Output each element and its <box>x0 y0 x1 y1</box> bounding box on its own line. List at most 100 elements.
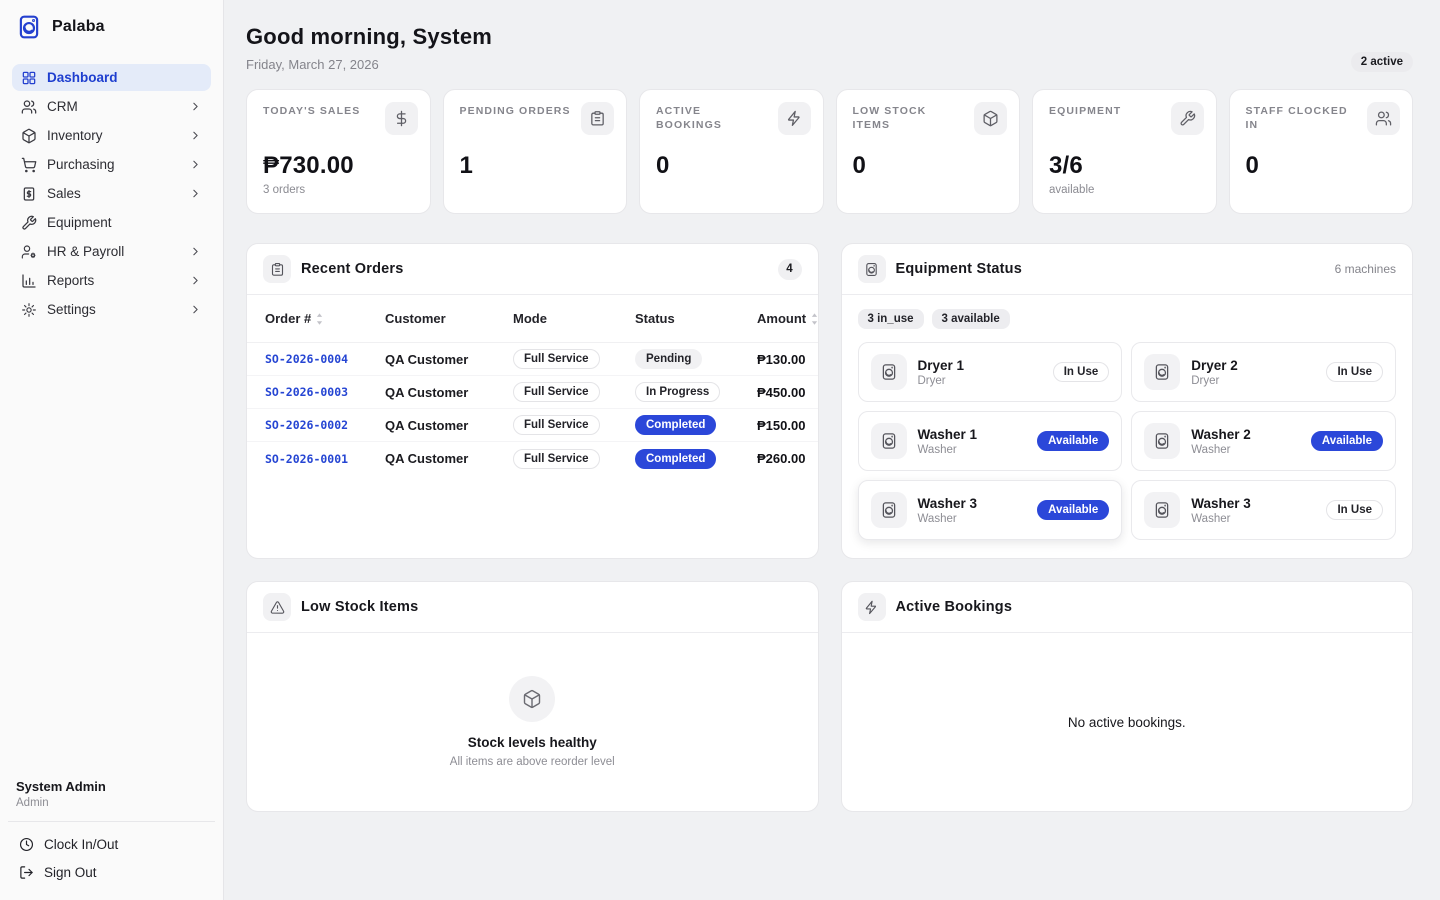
cart-icon <box>21 157 37 173</box>
stat-value: 0 <box>656 152 670 180</box>
chevron-right-icon <box>189 129 202 142</box>
nav-label: Reports <box>47 273 94 288</box>
orders-table-header: Order # Customer Mode Status Amount <box>247 295 818 343</box>
active-bookings-empty-state: No active bookings. <box>842 633 1413 811</box>
in-use-summary-badge: 3 in_use <box>858 309 924 329</box>
machine-status-badge: Available <box>1311 431 1383 451</box>
sidebar-item-equipment[interactable]: Equipment <box>12 209 211 236</box>
machine-status-badge: Available <box>1037 431 1109 451</box>
machine-type: Washer <box>918 513 978 525</box>
machine-type: Washer <box>1191 513 1251 525</box>
chevron-right-icon <box>189 245 202 258</box>
machine-grid: Dryer 1Dryer In Use Dryer 2Dryer In Use … <box>858 342 1397 540</box>
order-row[interactable]: SO-2026-0004 QA Customer Full Service Pe… <box>247 343 818 376</box>
order-amount: ₱260.00 <box>757 451 805 466</box>
main-content: Good morning, System Friday, March 27, 2… <box>224 0 1440 900</box>
receipt-icon <box>21 186 37 202</box>
app-logo: Palaba <box>12 14 211 40</box>
sign-out-button[interactable]: Sign Out <box>12 858 211 886</box>
sidebar-item-hr-payroll[interactable]: HR & Payroll <box>12 238 211 265</box>
user-role: Admin <box>12 797 211 809</box>
clock-in-out-button[interactable]: Clock In/Out <box>12 830 211 858</box>
machine-status-badge: In Use <box>1326 500 1383 520</box>
equipment-summary: 3 in_use 3 available <box>858 309 1397 329</box>
stat-card-equipment: Equipment 3/6 available <box>1032 89 1217 214</box>
washer-icon <box>871 423 907 459</box>
order-row[interactable]: SO-2026-0002 QA Customer Full Service Co… <box>247 409 818 442</box>
column-header-order[interactable]: Order # <box>265 311 385 326</box>
sort-icon <box>810 312 818 326</box>
sidebar-nav: Dashboard CRM Inventory Purchasing Sales <box>12 64 211 323</box>
order-mode-badge: Full Service <box>513 449 600 469</box>
column-header-status: Status <box>635 311 757 326</box>
sidebar-item-purchasing[interactable]: Purchasing <box>12 151 211 178</box>
order-amount: ₱130.00 <box>757 352 805 367</box>
recent-orders-header: Recent Orders 4 <box>247 244 818 295</box>
page-date: Friday, March 27, 2026 <box>246 57 1413 72</box>
recent-orders-panel: Recent Orders 4 Order # Customer Mode St… <box>246 243 819 559</box>
order-row[interactable]: SO-2026-0001 QA Customer Full Service Co… <box>247 442 818 475</box>
machine-name: Dryer 2 <box>1191 358 1238 373</box>
sidebar-item-settings[interactable]: Settings <box>12 296 211 323</box>
package-icon <box>509 676 555 722</box>
sign-out-icon <box>19 865 34 880</box>
stat-value: ₱730.00 <box>263 152 354 180</box>
sidebar-item-sales[interactable]: Sales <box>12 180 211 207</box>
panels-row-1: Recent Orders 4 Order # Customer Mode St… <box>246 243 1413 559</box>
dollar-icon <box>385 102 418 135</box>
column-header-mode: Mode <box>513 311 635 326</box>
nav-label: Equipment <box>47 215 112 230</box>
order-number-link[interactable]: SO-2026-0003 <box>265 385 348 399</box>
machines-count: 6 machines <box>1335 262 1396 276</box>
washer-icon <box>871 354 907 390</box>
machine-card: Washer 1Washer Available <box>858 411 1123 471</box>
sidebar: Palaba Dashboard CRM Inventory Purchasin… <box>0 0 224 900</box>
nav-label: Sales <box>47 186 81 201</box>
order-status-badge: In Progress <box>635 382 720 402</box>
stat-cards-row: Today's Sales ₱730.00 3 orders Pending O… <box>246 89 1413 214</box>
app-name: Palaba <box>52 18 105 36</box>
page-title: Good morning, System <box>246 24 1413 50</box>
zap-icon <box>858 593 886 621</box>
nav-label: CRM <box>47 99 78 114</box>
order-customer: QA Customer <box>385 385 468 400</box>
order-number-link[interactable]: SO-2026-0004 <box>265 352 348 366</box>
order-number-link[interactable]: SO-2026-0002 <box>265 418 348 432</box>
chevron-right-icon <box>189 274 202 287</box>
panel-title: Equipment Status <box>896 261 1022 277</box>
sort-icon <box>315 312 324 326</box>
order-row[interactable]: SO-2026-0003 QA Customer Full Service In… <box>247 376 818 409</box>
low-stock-header: Low Stock Items <box>247 582 818 633</box>
machine-name: Washer 2 <box>1191 427 1251 442</box>
stat-value: 0 <box>853 152 867 180</box>
machine-card: Washer 2Washer Available <box>1131 411 1396 471</box>
empty-state-title: Stock levels healthy <box>468 735 597 750</box>
bar-chart-icon <box>21 273 37 289</box>
column-header-amount[interactable]: Amount <box>757 311 819 326</box>
order-customer: QA Customer <box>385 418 468 433</box>
machine-type: Dryer <box>918 375 965 387</box>
low-stock-panel: Low Stock Items Stock levels healthy All… <box>246 581 819 812</box>
clipboard-icon <box>263 255 291 283</box>
sidebar-item-crm[interactable]: CRM <box>12 93 211 120</box>
package-icon <box>21 128 37 144</box>
order-mode-badge: Full Service <box>513 415 600 435</box>
order-status-badge: Completed <box>635 415 716 435</box>
sidebar-item-dashboard[interactable]: Dashboard <box>12 64 211 91</box>
washer-icon <box>871 492 907 528</box>
machine-status-badge: Available <box>1037 500 1109 520</box>
washer-icon <box>1144 492 1180 528</box>
order-amount: ₱150.00 <box>757 418 805 433</box>
sidebar-item-inventory[interactable]: Inventory <box>12 122 211 149</box>
wrench-icon <box>1171 102 1204 135</box>
empty-state-subtitle: All items are above reorder level <box>450 756 615 768</box>
order-status-badge: Completed <box>635 449 716 469</box>
panels-row-2: Low Stock Items Stock levels healthy All… <box>246 581 1413 812</box>
stat-card-pending-orders: Pending Orders 1 <box>443 89 628 214</box>
divider <box>8 821 215 822</box>
sidebar-item-reports[interactable]: Reports <box>12 267 211 294</box>
order-number-link[interactable]: SO-2026-0001 <box>265 452 348 466</box>
column-header-customer: Customer <box>385 311 513 326</box>
stat-card-staff-clocked-in: Staff Clocked In 0 <box>1229 89 1414 214</box>
equipment-status-panel: Equipment Status 6 machines 3 in_use 3 a… <box>841 243 1414 559</box>
